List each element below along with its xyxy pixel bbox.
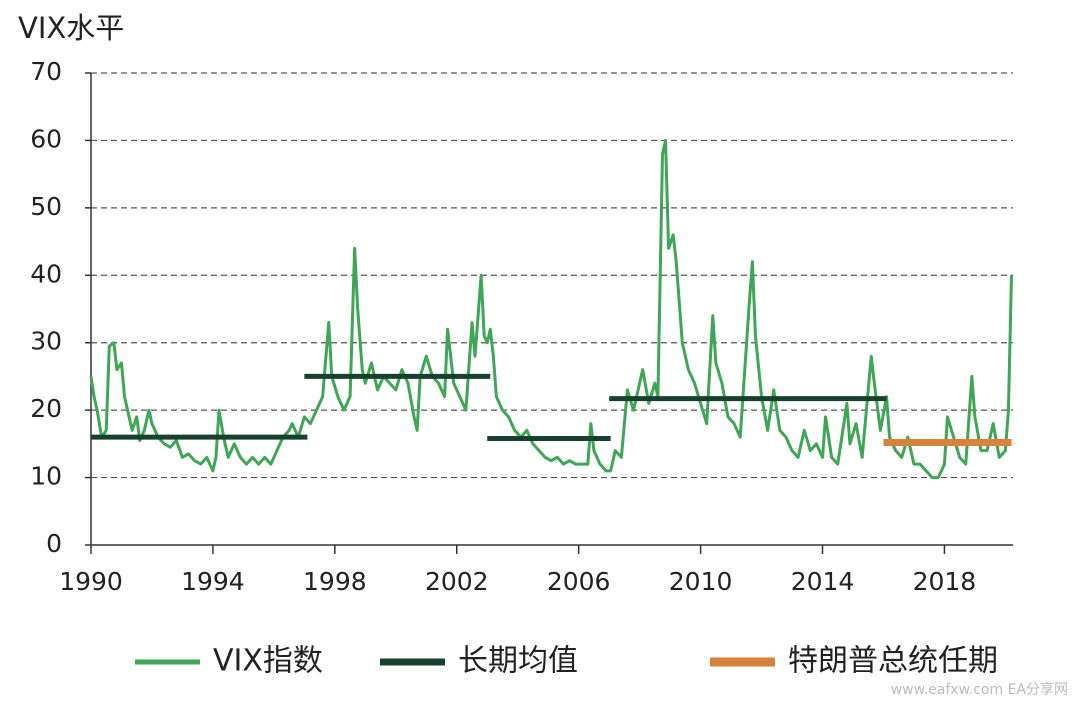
watermark: www.eafxw.com EA分享网: [891, 681, 1068, 698]
y-tick-label: 10: [30, 462, 62, 491]
x-tick-label: 1994: [181, 567, 245, 596]
x-tick-label: 2018: [913, 567, 977, 596]
y-tick-label: 0: [46, 529, 62, 558]
y-tick-label: 20: [30, 394, 62, 423]
x-tick-label: 1998: [303, 567, 367, 596]
series-line: [89, 138, 1013, 480]
x-tick-label: 2010: [669, 567, 733, 596]
y-tick-label: 40: [30, 259, 62, 288]
x-tick-label: 2014: [791, 567, 855, 596]
y-tick-label: 70: [30, 57, 62, 86]
legend-label: 长期均值: [458, 644, 578, 679]
x-tick-label: 2002: [425, 567, 489, 596]
x-tick-label: 2006: [547, 567, 611, 596]
legend-label: 特朗普总统任期: [788, 644, 998, 679]
y-tick-label: 50: [30, 192, 62, 221]
y-tick-label: 60: [30, 124, 62, 153]
legend-label: VIX指数: [213, 644, 323, 679]
x-tick-label: 1990: [59, 567, 123, 596]
series-line: [91, 373, 887, 441]
y-axis-label: VIX水平: [18, 11, 124, 45]
y-tick-label: 30: [30, 327, 62, 356]
